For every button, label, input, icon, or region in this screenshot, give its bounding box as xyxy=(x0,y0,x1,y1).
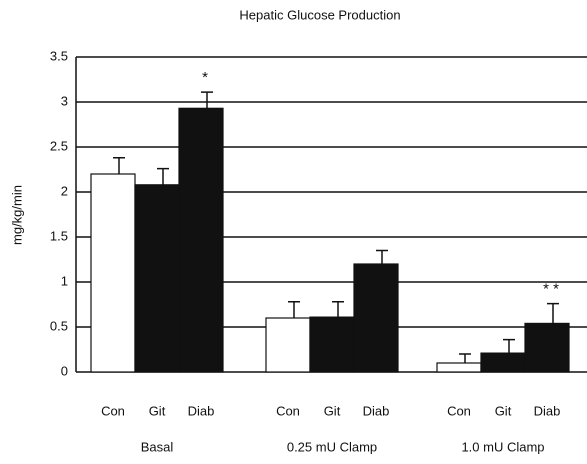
error-bar xyxy=(288,301,300,318)
x-tick-label: 0.25 mU Clamp xyxy=(287,439,377,454)
chart-title: Hepatic Glucose Production xyxy=(239,7,400,22)
series-label: Diab xyxy=(363,403,390,418)
error-bar xyxy=(332,301,344,318)
series-label: Git xyxy=(495,403,512,418)
bar xyxy=(90,173,136,373)
annotation: * * xyxy=(543,281,559,298)
bar xyxy=(480,352,526,373)
bar xyxy=(178,107,224,373)
y-axis-label: mg/kg/min xyxy=(9,185,24,245)
bar xyxy=(524,322,570,373)
error-bar xyxy=(376,249,388,264)
bar xyxy=(309,316,355,373)
error-bar xyxy=(503,338,515,354)
error-bar xyxy=(547,302,559,324)
error-bar xyxy=(113,157,125,174)
series-label: Con xyxy=(276,403,300,418)
bar xyxy=(265,317,311,373)
y-tick-label: 1.5 xyxy=(50,228,68,243)
error-bar xyxy=(157,167,169,185)
annotation: * xyxy=(202,69,208,86)
series-label: Git xyxy=(149,403,166,418)
bar xyxy=(353,263,399,373)
x-tick-label: Basal xyxy=(141,439,174,454)
bar xyxy=(134,184,180,373)
series-label: Con xyxy=(447,403,471,418)
y-tick-label: 2.5 xyxy=(50,138,68,153)
series-label: Diab xyxy=(534,403,561,418)
y-tick-label: 0.5 xyxy=(50,318,68,333)
error-bar xyxy=(459,353,471,363)
x-tick-label: 1.0 mU Clamp xyxy=(461,439,544,454)
error-bar xyxy=(201,91,213,109)
y-tick-label: 3 xyxy=(61,93,68,108)
y-tick-label: 1 xyxy=(61,273,68,288)
y-tick-label: 3.5 xyxy=(50,48,68,63)
series-label: Con xyxy=(101,403,125,418)
series-label: Git xyxy=(324,403,341,418)
y-tick-label: 0 xyxy=(61,363,68,378)
series-label: Diab xyxy=(188,403,215,418)
y-tick-label: 2 xyxy=(61,183,68,198)
bar xyxy=(436,362,482,373)
